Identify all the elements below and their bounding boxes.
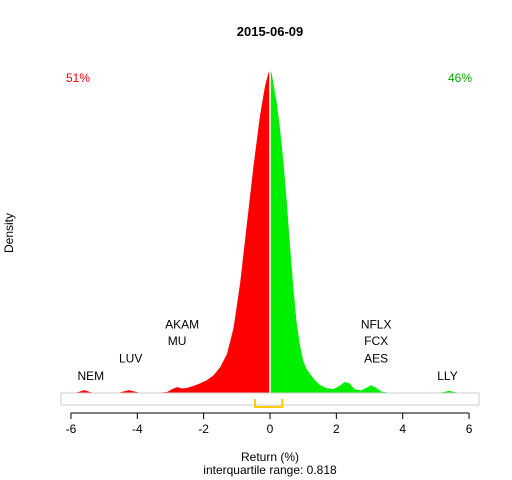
annotation-label: FCX — [364, 334, 388, 348]
annotation-label: NFLX — [361, 317, 392, 331]
baseline-band — [60, 392, 480, 406]
annotation-label: LUV — [119, 351, 142, 365]
density-area — [61, 70, 479, 393]
y-axis-label: Density — [2, 213, 16, 253]
x-tick-label: -2 — [198, 422, 209, 436]
negative-percentage: 51% — [66, 71, 90, 85]
x-tick-label: 6 — [466, 422, 473, 436]
x-tick-label: -6 — [66, 422, 77, 436]
chart-title: 2015-06-09 — [237, 24, 304, 39]
positive-percentage: 46% — [448, 71, 472, 85]
iqr-subtitle: interquartile range: 0.818 — [203, 463, 337, 477]
negative-density-area — [61, 70, 270, 393]
x-axis-ticks: -6 -4 -2 0 2 4 6 — [66, 413, 473, 436]
annotation-label: AKAM — [165, 317, 199, 331]
annotation-label: AES — [364, 351, 388, 365]
annotation-label: LLY — [437, 369, 457, 383]
x-tick-label: 4 — [399, 422, 406, 436]
positive-density-area — [270, 70, 479, 393]
annotation-labels: NEM LUV AKAM MU NFLX FCX AES LLY — [78, 317, 458, 383]
annotation-label: MU — [168, 334, 187, 348]
x-axis-label: Return (%) — [241, 450, 299, 464]
iqr-bracket — [254, 399, 284, 408]
x-tick-label: 2 — [333, 422, 340, 436]
annotation-label: NEM — [78, 369, 105, 383]
x-axis: -6 -4 -2 0 2 4 6 — [66, 412, 473, 436]
x-tick-label: -4 — [132, 422, 143, 436]
x-tick-label: 0 — [267, 422, 274, 436]
